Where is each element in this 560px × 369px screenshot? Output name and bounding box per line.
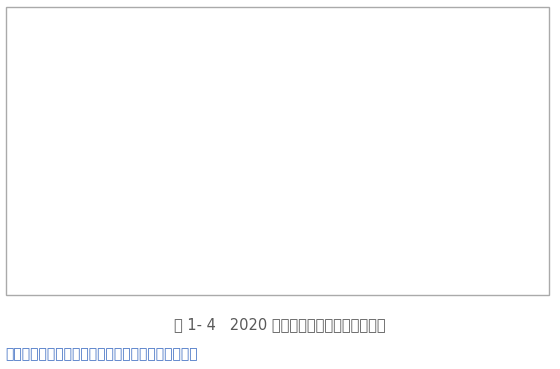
Text: 未就业: 未就业 — [402, 176, 427, 190]
Bar — [363, 102, 388, 124]
Wedge shape — [99, 60, 190, 148]
Text: 23.88%: 23.88% — [83, 57, 136, 71]
Text: 图 1- 4   2020 届毕业生总体毕业去向落实率: 图 1- 4 2020 届毕业生总体毕业去向落实率 — [174, 317, 386, 332]
Text: 数据来源：江西省教育厅高校毕业生就业工作办公室: 数据来源：江西省教育厅高校毕业生就业工作办公室 — [6, 348, 198, 362]
Bar — [363, 172, 388, 193]
Text: 已就业: 已就业 — [402, 106, 427, 120]
Text: 76.12%: 76.12% — [246, 233, 299, 247]
Wedge shape — [99, 60, 282, 243]
